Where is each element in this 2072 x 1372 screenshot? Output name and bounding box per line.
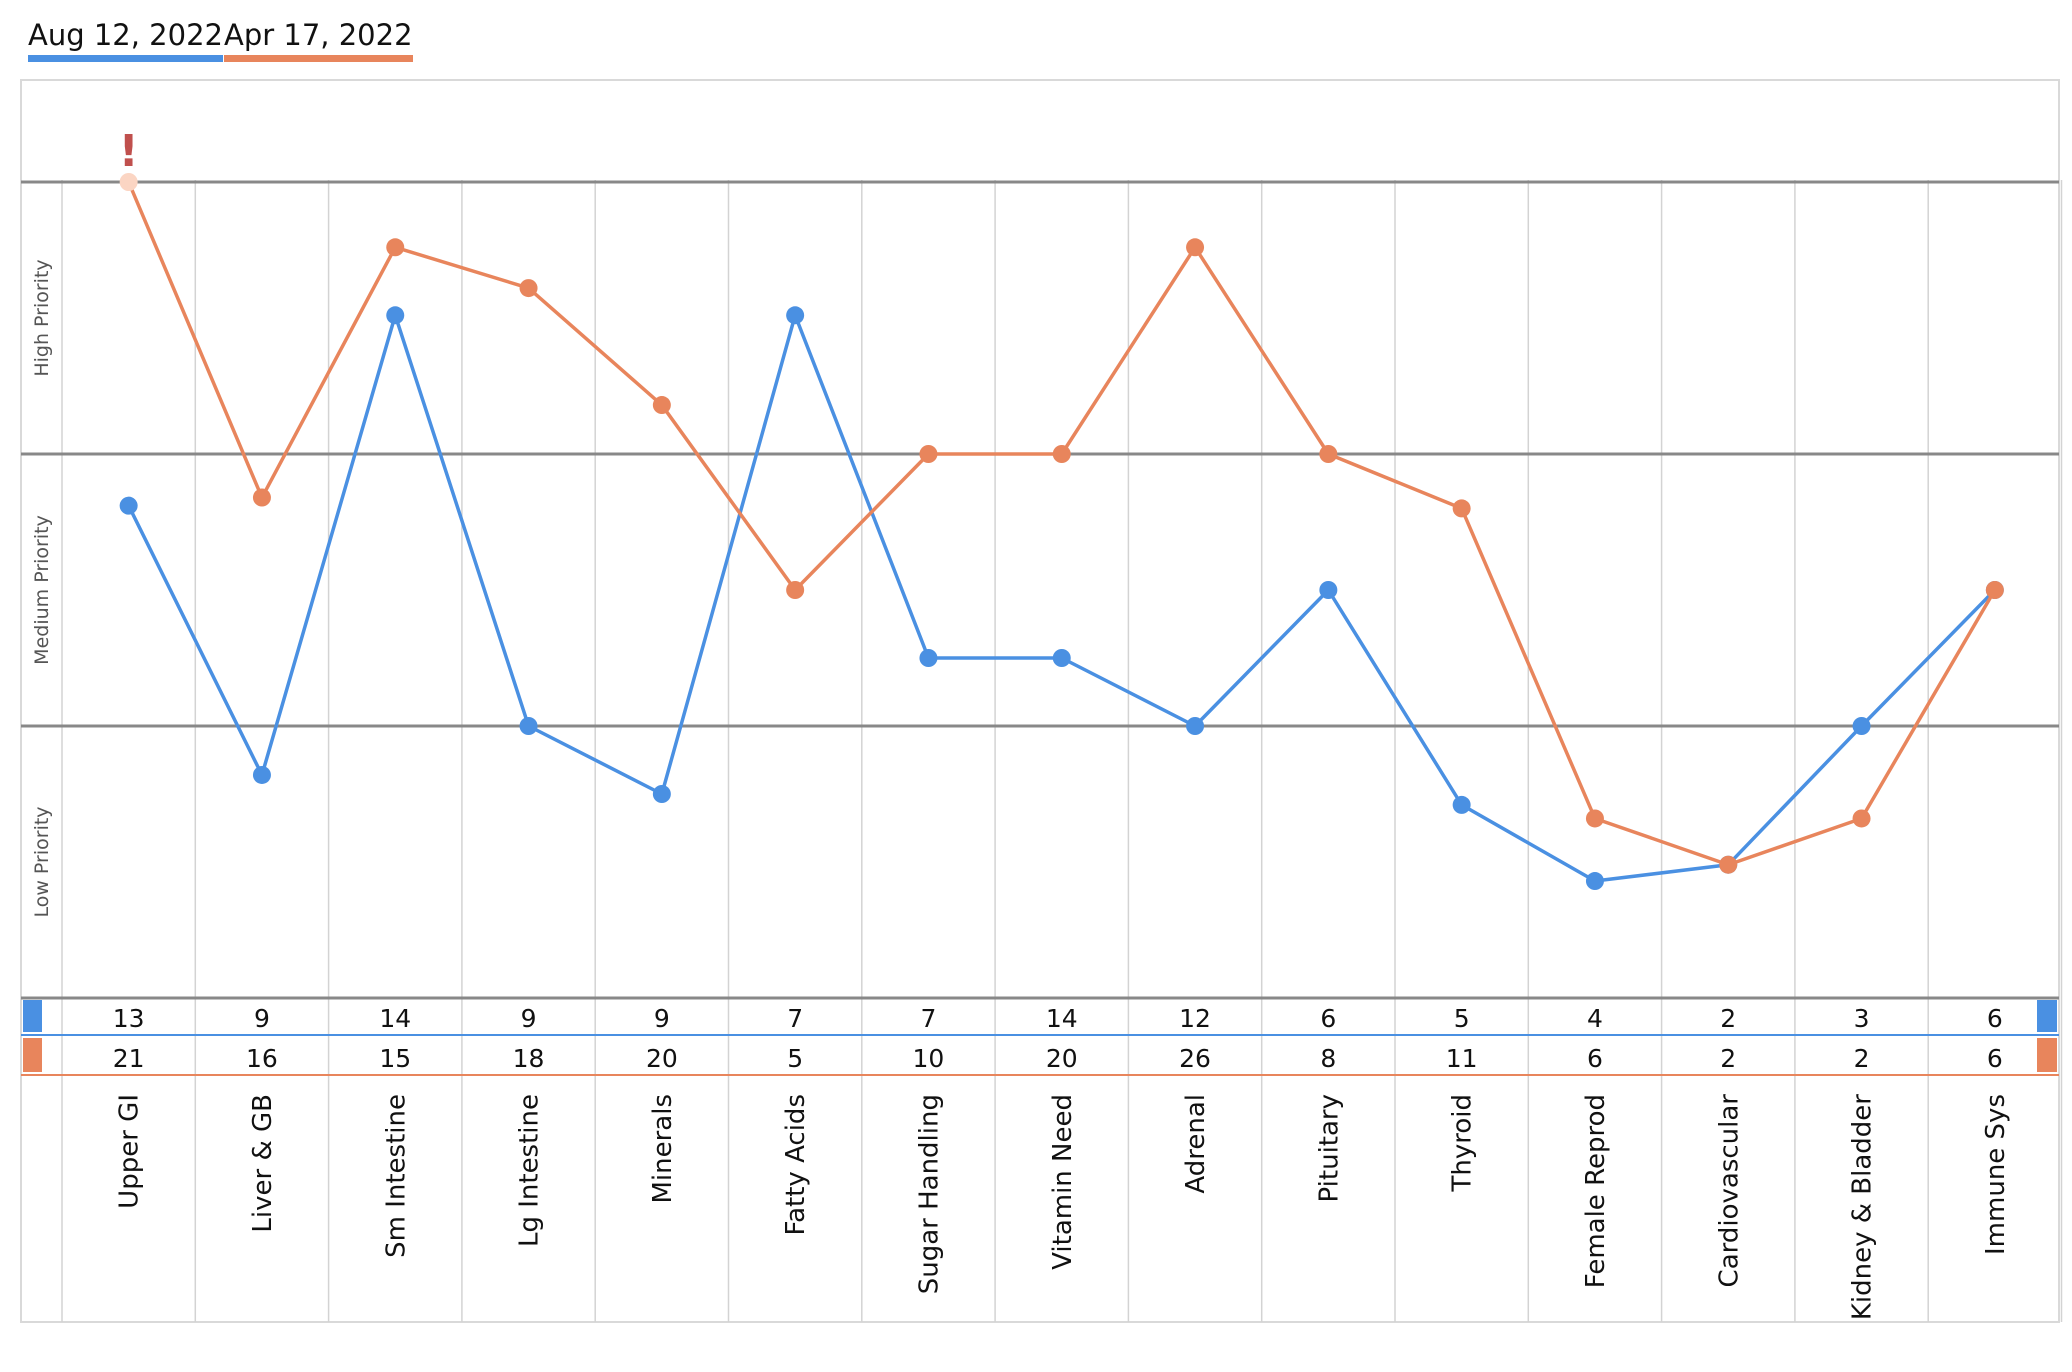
table-cell-value: 5 [1454, 1004, 1470, 1033]
table-cell-value: 9 [521, 1004, 537, 1033]
data-point[interactable] [519, 279, 538, 298]
data-point[interactable] [1852, 809, 1871, 828]
table-cell-value: 26 [1179, 1044, 1211, 1073]
table-cell-value: 12 [1179, 1004, 1211, 1033]
category-label: Kidney & Bladder [1848, 1094, 1878, 1320]
table-cell-value: 7 [787, 1004, 803, 1033]
category-label: Immune Sys [1981, 1094, 2011, 1255]
category-label: Cardiovascular [1714, 1094, 1744, 1288]
data-point[interactable] [1452, 499, 1471, 518]
data-point[interactable] [252, 765, 271, 784]
series-line-apr-17-2022 [127, 181, 1997, 867]
chart-frame [20, 79, 2060, 1323]
data-point[interactable] [1186, 717, 1205, 735]
legend-item-aug-12-2022[interactable]: Aug 12, 2022 [28, 18, 223, 62]
data-point[interactable] [1585, 872, 1604, 891]
alert-marker: ! [119, 126, 139, 177]
legend-swatch [28, 55, 223, 62]
table-cell-value: 10 [913, 1044, 945, 1073]
data-point[interactable] [1452, 795, 1471, 814]
table-cell-value: 16 [246, 1044, 278, 1073]
data-point[interactable] [1719, 855, 1738, 874]
data-point[interactable] [1052, 445, 1071, 463]
legend-item-apr-17-2022[interactable]: Apr 17, 2022 [224, 18, 413, 62]
category-label: Thyroid [1448, 1094, 1478, 1193]
table-cell-value: 2 [1854, 1044, 1870, 1073]
category-label: Sugar Handling [914, 1094, 944, 1294]
legend-label: Apr 17, 2022 [224, 18, 413, 52]
data-point[interactable] [1985, 581, 2004, 599]
data-point[interactable] [919, 445, 938, 463]
table-cell-value: 2 [1720, 1044, 1736, 1073]
data-point[interactable] [1319, 581, 1338, 599]
category-label: Pituitary [1314, 1094, 1344, 1202]
table-cell-value: 14 [379, 1004, 411, 1033]
band-label-low-priority: Low Priority [31, 806, 53, 917]
table-cell-value: 4 [1587, 1004, 1603, 1033]
category-label: Female Reprod [1581, 1094, 1611, 1288]
data-point[interactable] [786, 581, 805, 599]
data-point[interactable] [386, 306, 405, 325]
table-cell-value: 13 [113, 1004, 145, 1033]
table-cell-value: 3 [1854, 1004, 1870, 1033]
data-point[interactable] [1585, 809, 1604, 828]
table-cell-value: 6 [1587, 1044, 1603, 1073]
category-label: Sm Intestine [381, 1094, 411, 1258]
data-point[interactable] [1186, 238, 1205, 257]
category-label: Upper GI [115, 1094, 145, 1209]
data-point[interactable] [786, 306, 805, 325]
data-point[interactable] [119, 173, 138, 191]
legend-label: Aug 12, 2022 [28, 18, 223, 52]
table-cell-value: 6 [1987, 1004, 2003, 1033]
table-cell-value: 6 [1320, 1004, 1336, 1033]
table-cell-value: 14 [1046, 1004, 1078, 1033]
legend-swatch [224, 55, 413, 62]
table-cell-value: 7 [920, 1004, 936, 1033]
data-point[interactable] [1319, 445, 1338, 463]
data-point[interactable] [919, 649, 938, 667]
row-swatch-left [23, 1038, 42, 1072]
data-point[interactable] [652, 785, 671, 803]
band-label-high-priority: High Priority [31, 259, 53, 376]
data-point[interactable] [119, 496, 138, 515]
table-cell-value: 20 [1046, 1044, 1078, 1073]
table-cell-value: 6 [1987, 1044, 2003, 1073]
table-cell-value: 21 [113, 1044, 145, 1073]
table-cell-value: 2 [1720, 1004, 1736, 1033]
table-cell-value: 20 [646, 1044, 678, 1073]
category-label: Liver & GB [248, 1094, 278, 1233]
series-line-aug-12-2022 [127, 313, 1997, 883]
data-point[interactable] [519, 717, 538, 735]
band-label-medium-priority: Medium Priority [31, 515, 53, 665]
table-cell-value: 5 [787, 1044, 803, 1073]
data-point[interactable] [1052, 649, 1071, 667]
data-point[interactable] [252, 488, 271, 507]
data-point[interactable] [1852, 717, 1871, 735]
table-cell-value: 15 [379, 1044, 411, 1073]
table-cell-value: 9 [654, 1004, 670, 1033]
data-point[interactable] [652, 396, 671, 415]
row-swatch-right [2037, 1038, 2057, 1072]
category-label: Lg Intestine [515, 1094, 545, 1247]
category-label: Fatty Acids [781, 1094, 811, 1235]
table-cell-value: 11 [1446, 1044, 1478, 1073]
table-cell-value: 18 [513, 1044, 545, 1073]
category-label: Minerals [648, 1094, 678, 1204]
category-label: Adrenal [1181, 1094, 1211, 1194]
table-cell-value: 8 [1320, 1044, 1336, 1073]
row-swatch-right [2037, 1000, 2057, 1032]
table-cell-value: 9 [254, 1004, 270, 1033]
data-point[interactable] [386, 238, 405, 257]
category-label: Vitamin Need [1048, 1094, 1078, 1270]
row-swatch-left [23, 1000, 42, 1032]
